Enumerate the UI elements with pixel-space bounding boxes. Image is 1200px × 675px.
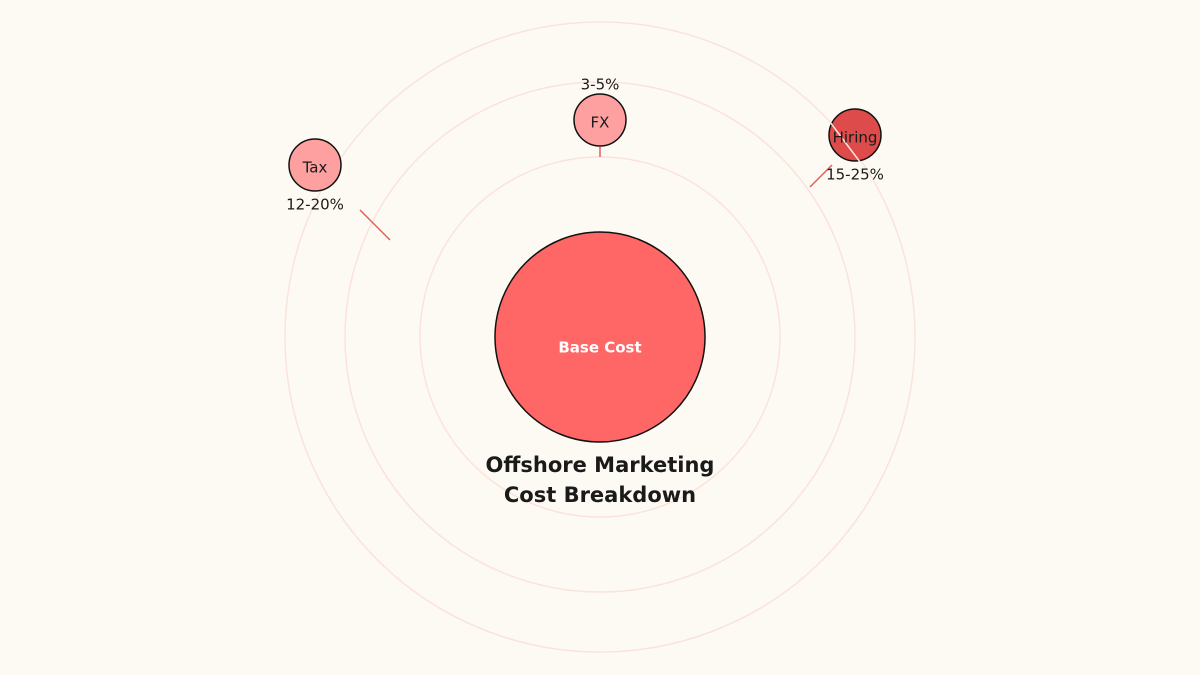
node-value: 12-20% [286, 196, 344, 214]
node-value: 3-5% [581, 76, 620, 94]
connector [359, 209, 391, 241]
node-value: 15-25% [826, 166, 884, 184]
orbit [344, 81, 856, 593]
orbit-crossing [829, 121, 861, 163]
title-line: Offshore Marketing [486, 453, 715, 477]
node [573, 93, 627, 147]
connector [809, 164, 833, 188]
title-line: Cost Breakdown [504, 483, 696, 507]
center-node [494, 231, 706, 443]
node [288, 138, 342, 192]
node [828, 108, 882, 162]
node-label: Hiring [833, 129, 878, 147]
center-label: Base Cost [558, 339, 641, 357]
node-label: FX [591, 114, 610, 132]
node-label: Tax [302, 159, 328, 177]
orbit [284, 21, 916, 653]
